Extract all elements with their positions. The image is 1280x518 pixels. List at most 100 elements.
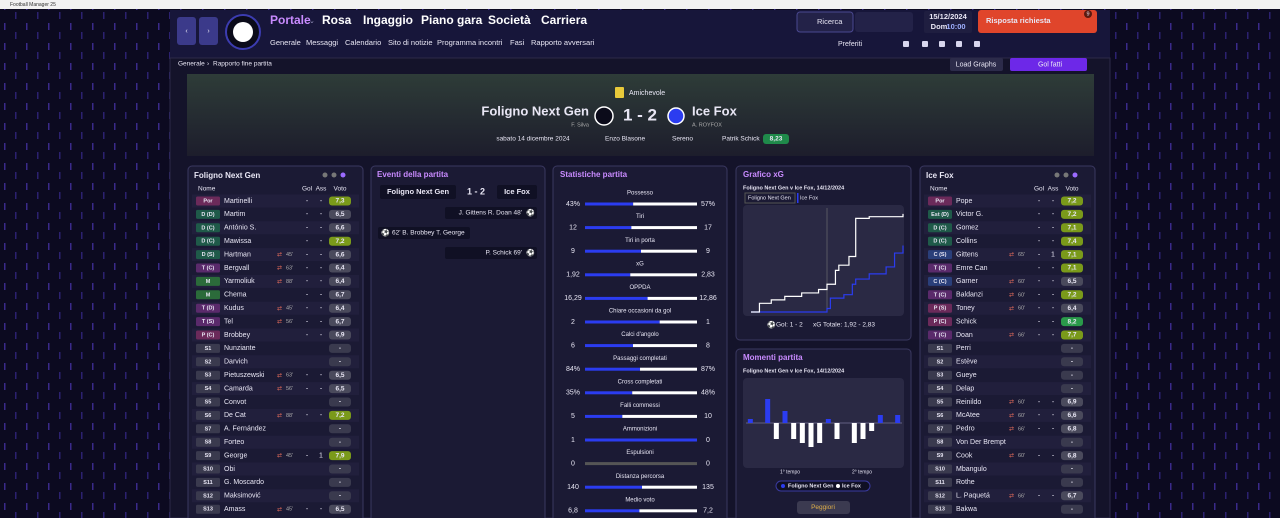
search-button[interactable] — [796, 11, 854, 33]
player-name[interactable]: George — [224, 452, 247, 459]
player-name[interactable]: Pope — [956, 198, 972, 205]
load-graphs-button[interactable] — [950, 58, 1003, 71]
stat-home: 1,92 — [566, 272, 580, 279]
player-name[interactable]: Bergvall — [224, 265, 250, 272]
forward-button[interactable] — [199, 17, 218, 45]
worst-button[interactable] — [797, 501, 850, 514]
player-name[interactable]: G. Moscardo — [224, 479, 264, 486]
away-coach: A. ROYFOX — [692, 122, 722, 128]
toolbar-icon[interactable] — [903, 41, 909, 47]
player-name[interactable]: António S. — [224, 225, 256, 232]
player-name[interactable]: Kudus — [224, 305, 244, 312]
player-name[interactable]: Maksimović — [224, 493, 261, 500]
menu-item[interactable]: Carriera — [541, 13, 587, 27]
player-name[interactable]: McAtee — [956, 412, 980, 419]
player-name[interactable]: Baldanzi — [956, 292, 983, 299]
player-name[interactable]: Gomez — [956, 225, 979, 232]
player-name[interactable]: Schick — [956, 318, 977, 325]
player-name[interactable]: Reinildo — [956, 399, 981, 406]
rating-pill — [329, 330, 351, 340]
player-name[interactable]: Von Der Brempt — [956, 439, 1006, 446]
menu-item[interactable]: Rosa — [322, 13, 352, 27]
submenu-item[interactable]: Rapporto avversari — [531, 38, 595, 47]
toolbar-icon[interactable] — [922, 41, 928, 47]
player-name[interactable]: De Cat — [224, 412, 246, 419]
player-name[interactable]: Garner — [956, 278, 978, 285]
menu-item[interactable]: Società — [488, 13, 531, 27]
player-name[interactable]: Toney — [956, 305, 975, 312]
player-name[interactable]: Mbangulo — [956, 466, 987, 473]
player-name[interactable]: Nunziante — [224, 345, 256, 352]
player-name[interactable]: Pedro — [956, 426, 975, 433]
player-name[interactable]: Bakwa — [956, 506, 977, 513]
date-box[interactable] — [924, 11, 972, 33]
player-name[interactable]: Amass — [224, 506, 246, 513]
player-name[interactable]: Emre Can — [956, 265, 988, 272]
position-pill — [928, 370, 952, 380]
assists: - — [320, 211, 323, 218]
player-name[interactable]: Chema — [224, 292, 247, 299]
player-name[interactable]: L. Paquetá — [956, 493, 990, 500]
submenu-item[interactable]: Fasi — [510, 38, 525, 47]
row-bg — [924, 194, 1091, 208]
chart-subtitle: Foligno Next Gen v Ice Fox, 14/12/2024 — [743, 185, 845, 191]
player-name[interactable]: Pietuszewski — [224, 372, 265, 379]
player-name[interactable]: Victor G. — [956, 211, 983, 218]
rating: 7,1 — [1067, 265, 1076, 272]
player-name[interactable]: Cook — [956, 452, 973, 459]
back-button[interactable] — [177, 17, 196, 45]
rating: 6,8 — [1067, 452, 1076, 459]
player-name[interactable]: A. Fernández — [224, 426, 267, 433]
legend-entry: Foligno Next Gen — [748, 195, 791, 201]
player-name[interactable]: Yarmoliuk — [224, 278, 255, 285]
player-name[interactable]: Mawissa — [224, 238, 251, 245]
position: S8 — [937, 440, 944, 446]
player-name[interactable]: Hartman — [224, 251, 251, 258]
player-name[interactable]: Obi — [224, 466, 235, 473]
rating-pill — [329, 397, 351, 407]
player-name[interactable]: Martinelli — [224, 198, 252, 205]
rating-pill — [1061, 437, 1083, 447]
player-name[interactable]: Delap — [956, 385, 974, 392]
sub-minute: 60' — [1018, 306, 1025, 312]
player-name[interactable]: Gueye — [956, 372, 977, 379]
stat-home: 16,29 — [564, 295, 582, 302]
toolbar-icon[interactable] — [939, 41, 945, 47]
player-name[interactable]: Rothe — [956, 479, 975, 486]
player-name[interactable]: Darvich — [224, 359, 248, 366]
position: T (S) — [202, 319, 214, 325]
tool-buttons[interactable] — [855, 12, 913, 32]
player-name[interactable]: Gittens — [956, 251, 979, 258]
menu-item[interactable]: Piano gara — [421, 13, 483, 27]
menu-item[interactable]: Ingaggio — [363, 13, 413, 27]
sub-icon: ⇄ — [1009, 332, 1014, 339]
sub-icon: ⇄ — [277, 452, 282, 459]
player-name[interactable]: Collins — [956, 238, 978, 245]
position-pill — [928, 437, 952, 447]
player-name[interactable]: Brobbey — [224, 332, 251, 339]
menu-item[interactable]: Portale — [270, 13, 311, 27]
stat-bar-away — [585, 462, 697, 466]
goals-button[interactable] — [1010, 58, 1087, 71]
column-header: Gol — [1034, 186, 1045, 193]
submenu-item[interactable]: Sito di notizie — [388, 38, 433, 47]
submenu-item[interactable]: Generale — [270, 38, 301, 47]
player-name[interactable]: Tel — [224, 318, 233, 325]
player-name[interactable]: Perri — [956, 345, 971, 352]
toolbar-icon[interactable] — [956, 41, 962, 47]
footer-goals: Gol: 1 - 2 — [776, 322, 803, 329]
player-name[interactable]: Forteo — [224, 439, 244, 446]
player-name[interactable]: Convot — [224, 399, 246, 406]
player-name[interactable]: Martim — [224, 211, 246, 218]
position-pill — [928, 223, 952, 233]
favorites[interactable]: Preferiti — [838, 41, 863, 48]
player-name[interactable]: Estève — [956, 359, 978, 366]
sub-icon: ⇄ — [1009, 492, 1014, 499]
submenu-item[interactable]: Messaggi — [306, 38, 338, 47]
submenu-item[interactable]: Calendario — [345, 38, 381, 47]
submenu-item[interactable]: Programma incontri — [437, 38, 503, 47]
alert-button[interactable] — [978, 10, 1097, 33]
player-name[interactable]: Doan — [956, 332, 973, 339]
toolbar-icon[interactable] — [974, 41, 980, 47]
player-name[interactable]: Camarda — [224, 385, 253, 392]
